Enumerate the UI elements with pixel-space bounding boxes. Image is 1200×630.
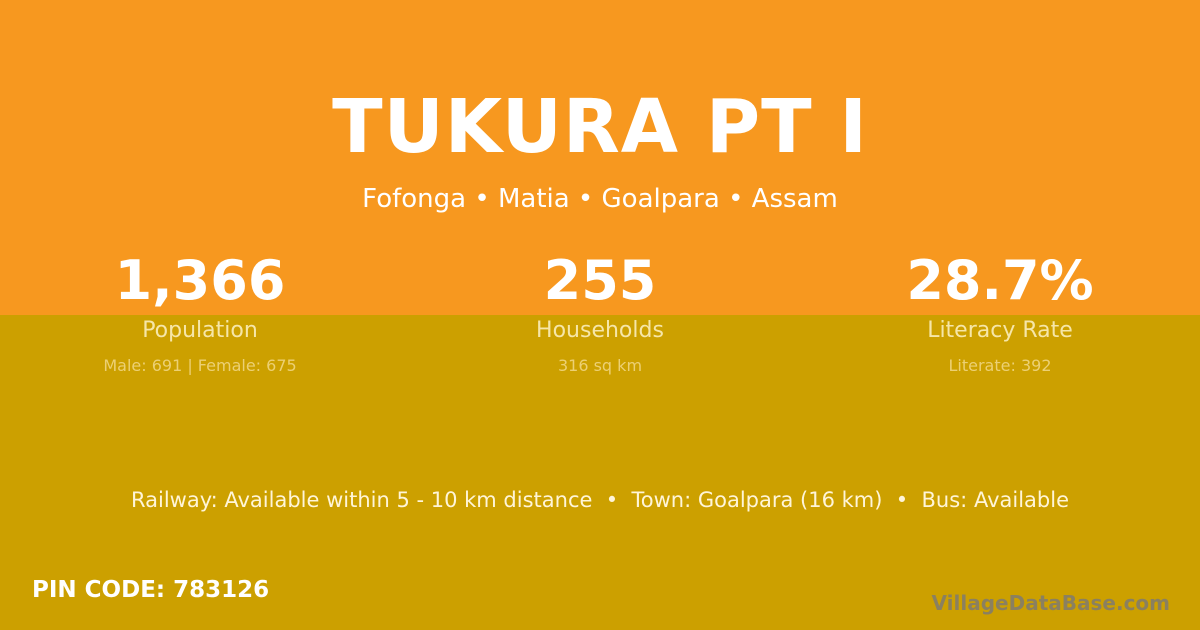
amenities-line: Railway: Available within 5 - 10 km dist… <box>130 488 1069 512</box>
stat-label: Population <box>142 318 258 343</box>
location-breadcrumb: Fofonga • Matia • Goalpara • Assam <box>362 184 838 214</box>
brand-watermark: VillageDataBase.com <box>931 591 1170 615</box>
stat-population: 1,366 Population Male: 691 | Female: 675 <box>0 250 400 378</box>
header-band <box>0 0 1200 315</box>
stat-households: 255 Households 316 sq km <box>400 250 800 378</box>
village-title: TUKURA PT I <box>332 84 868 170</box>
stat-sub: 316 sq km <box>557 356 643 375</box>
stat-sub: Literate: 392 <box>948 356 1052 375</box>
pin-code: PIN CODE: 783126 <box>32 577 270 603</box>
stat-label: Literacy Rate <box>927 318 1073 343</box>
stat-value: 255 <box>543 249 657 312</box>
stat-label: Households <box>536 318 664 343</box>
stat-value: 1,366 <box>114 249 286 312</box>
stat-literacy: 28.7% Literacy Rate Literate: 392 <box>800 250 1200 378</box>
footer-band <box>0 315 1200 630</box>
stat-sub: Male: 691 | Female: 675 <box>103 356 297 375</box>
stat-value: 28.7% <box>906 249 1094 312</box>
